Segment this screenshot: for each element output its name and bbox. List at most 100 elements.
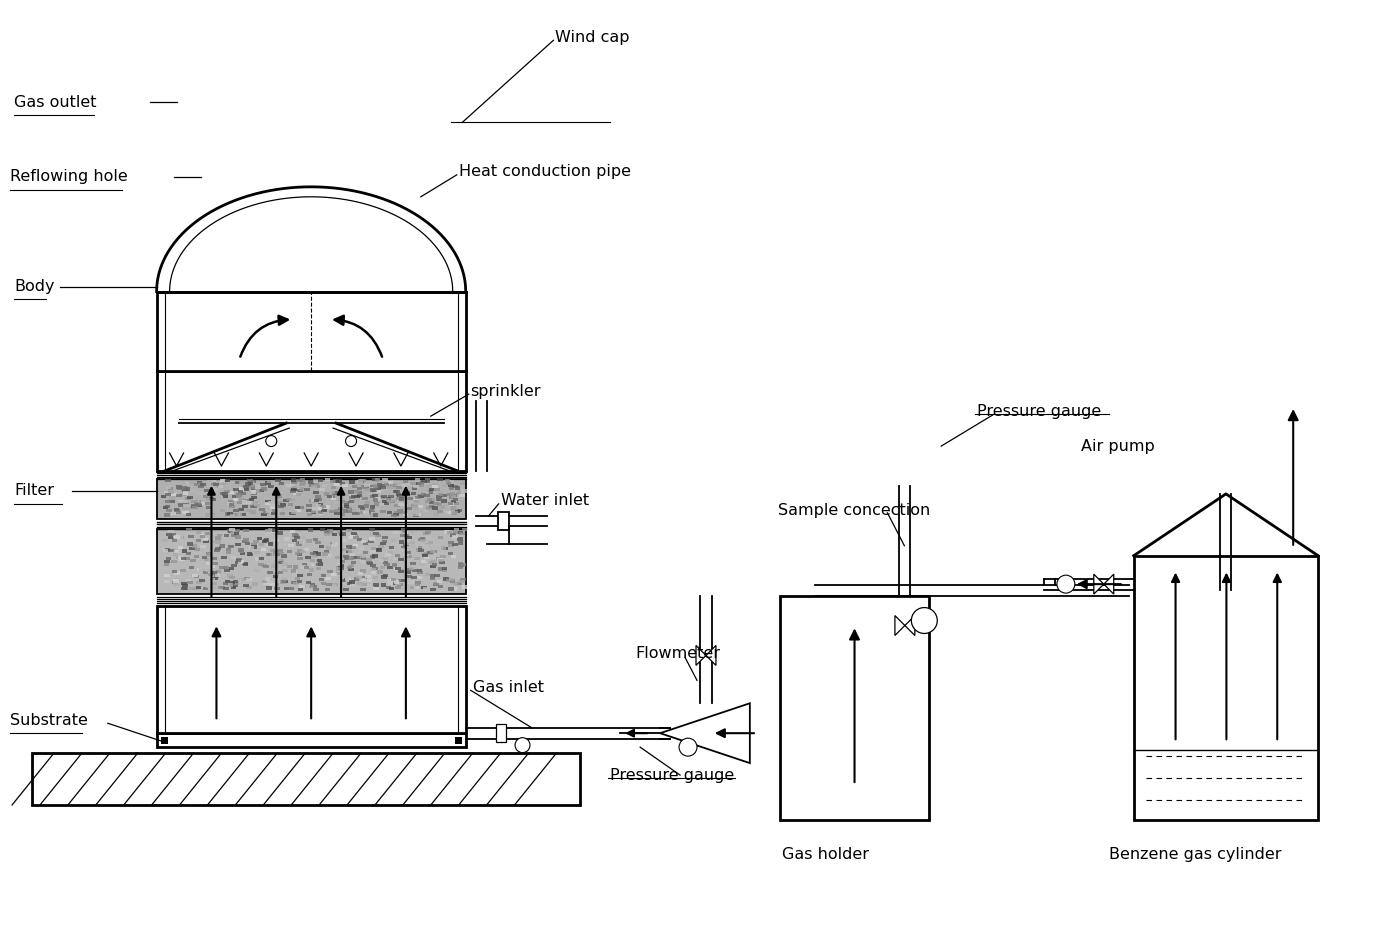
Bar bbox=[255, 504, 261, 507]
Bar bbox=[402, 530, 407, 533]
Bar bbox=[445, 479, 451, 482]
Bar bbox=[370, 488, 375, 492]
Bar bbox=[353, 534, 359, 538]
Bar bbox=[343, 501, 349, 505]
Bar bbox=[780, 595, 929, 820]
Bar bbox=[379, 558, 385, 561]
Bar bbox=[250, 510, 255, 513]
Bar bbox=[278, 572, 283, 575]
Bar bbox=[360, 507, 365, 510]
Bar bbox=[173, 507, 179, 511]
Bar bbox=[283, 587, 289, 590]
Bar bbox=[209, 540, 215, 544]
Bar bbox=[177, 500, 183, 504]
Bar bbox=[215, 536, 220, 540]
Bar bbox=[328, 530, 333, 532]
Bar bbox=[448, 484, 453, 487]
Bar bbox=[283, 484, 289, 487]
Bar bbox=[222, 556, 226, 559]
Text: Flowmeter: Flowmeter bbox=[635, 646, 720, 661]
Bar bbox=[326, 583, 332, 586]
Bar bbox=[183, 500, 188, 503]
Bar bbox=[336, 480, 342, 482]
Bar bbox=[452, 485, 458, 488]
Bar bbox=[312, 538, 318, 542]
Bar bbox=[354, 498, 360, 502]
Bar bbox=[190, 558, 195, 562]
Bar bbox=[176, 511, 181, 514]
Bar bbox=[435, 557, 441, 560]
Bar bbox=[275, 587, 279, 591]
Bar bbox=[395, 568, 400, 571]
Bar bbox=[432, 507, 438, 509]
Bar bbox=[193, 574, 198, 577]
Bar bbox=[183, 501, 188, 504]
Circle shape bbox=[1057, 575, 1076, 594]
Bar bbox=[403, 513, 409, 516]
Bar bbox=[167, 486, 173, 490]
Bar bbox=[343, 588, 349, 591]
Bar bbox=[199, 557, 204, 560]
Bar bbox=[282, 578, 287, 581]
Bar bbox=[300, 535, 306, 539]
Circle shape bbox=[911, 607, 937, 633]
Bar bbox=[255, 557, 261, 560]
Bar bbox=[364, 483, 370, 487]
Bar bbox=[332, 582, 338, 586]
Bar bbox=[209, 490, 215, 493]
Bar bbox=[275, 479, 280, 482]
Bar bbox=[340, 559, 346, 563]
Bar bbox=[449, 578, 455, 581]
Bar bbox=[324, 533, 329, 536]
Bar bbox=[430, 577, 435, 580]
Bar bbox=[188, 566, 194, 569]
Bar bbox=[209, 513, 215, 517]
Bar bbox=[332, 573, 338, 576]
Bar bbox=[243, 538, 248, 542]
Circle shape bbox=[266, 435, 276, 446]
Bar bbox=[223, 495, 229, 498]
Bar bbox=[452, 503, 458, 507]
Bar bbox=[297, 489, 303, 492]
Bar bbox=[704, 727, 716, 739]
Bar bbox=[315, 553, 321, 556]
Bar bbox=[165, 500, 170, 503]
Bar bbox=[220, 482, 226, 485]
Bar bbox=[293, 581, 299, 584]
Bar bbox=[251, 480, 257, 483]
Bar bbox=[292, 573, 297, 577]
Bar bbox=[247, 553, 252, 556]
Bar bbox=[166, 509, 172, 512]
Bar bbox=[375, 548, 381, 552]
Bar bbox=[384, 502, 389, 506]
Bar bbox=[278, 495, 282, 498]
Text: Air pump: Air pump bbox=[1081, 439, 1155, 454]
Bar bbox=[381, 495, 386, 498]
Bar bbox=[195, 585, 201, 589]
Bar bbox=[365, 511, 371, 514]
Bar bbox=[227, 530, 233, 533]
Bar bbox=[248, 481, 254, 484]
Bar bbox=[219, 544, 225, 547]
Bar bbox=[262, 581, 268, 583]
Bar bbox=[252, 502, 257, 506]
Bar bbox=[282, 581, 287, 583]
Bar bbox=[183, 489, 188, 493]
Bar bbox=[370, 487, 375, 491]
Bar bbox=[340, 579, 346, 582]
Bar bbox=[259, 508, 265, 511]
Bar bbox=[261, 513, 266, 516]
Bar bbox=[225, 569, 230, 571]
Bar bbox=[172, 533, 176, 536]
Bar bbox=[216, 569, 222, 573]
Bar bbox=[292, 512, 296, 515]
Bar bbox=[195, 499, 201, 502]
Bar bbox=[264, 565, 269, 569]
Bar bbox=[391, 514, 396, 517]
Bar bbox=[170, 511, 176, 515]
Bar bbox=[424, 480, 430, 483]
Bar bbox=[271, 506, 276, 509]
Bar bbox=[427, 507, 432, 509]
Bar bbox=[306, 582, 311, 584]
Bar bbox=[357, 483, 363, 486]
